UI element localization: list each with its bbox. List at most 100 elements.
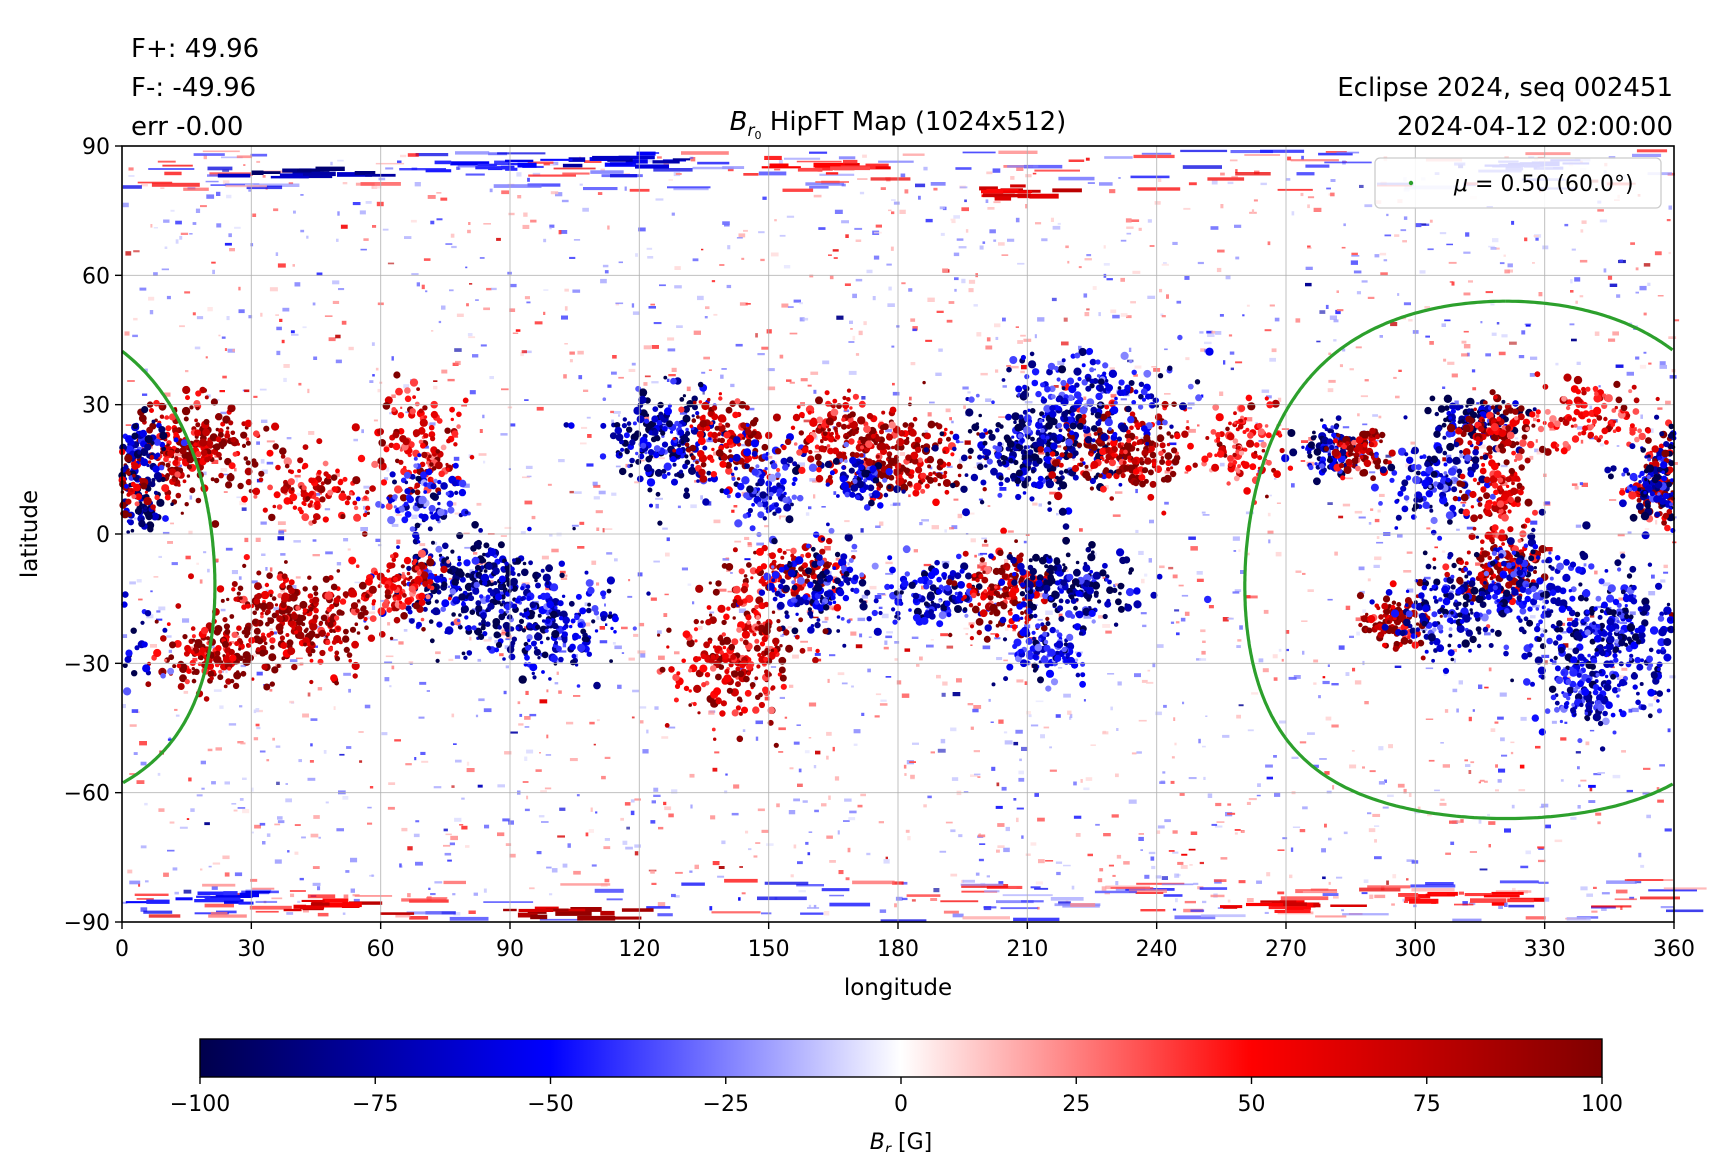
field-speck <box>1668 205 1672 210</box>
active-region-pixel <box>530 604 534 608</box>
field-speck <box>294 474 301 478</box>
polar-feature <box>813 162 845 168</box>
polar-streak <box>943 910 959 914</box>
field-speck <box>573 870 581 875</box>
field-speck <box>475 714 479 718</box>
field-speck <box>250 878 258 882</box>
active-region-pixel <box>253 627 261 635</box>
field-speck <box>967 512 975 515</box>
active-region-pixel <box>329 628 334 633</box>
field-speck <box>1161 876 1168 880</box>
field-speck <box>1237 639 1242 642</box>
active-region-pixel <box>312 585 319 592</box>
field-speck <box>1578 784 1581 788</box>
field-speck <box>885 676 892 678</box>
active-region-pixel <box>428 454 432 459</box>
field-speck <box>1608 338 1616 342</box>
field-speck <box>275 745 281 748</box>
field-speck <box>1322 876 1326 880</box>
active-region-pixel <box>343 628 349 635</box>
field-speck <box>478 453 487 456</box>
active-region-pixel <box>353 513 362 522</box>
active-region-pixel <box>569 624 573 629</box>
active-region-pixel <box>153 490 158 495</box>
field-speck <box>995 805 1003 809</box>
polar-feature <box>1274 909 1311 913</box>
field-speck <box>1024 681 1028 685</box>
field-speck <box>762 196 767 200</box>
field-speck <box>668 726 676 729</box>
field-speck <box>1075 833 1081 837</box>
field-speck <box>1300 460 1306 462</box>
polar-streak <box>1425 882 1454 885</box>
active-region-pixel <box>328 646 333 652</box>
field-speck <box>1190 831 1198 835</box>
active-region-pixel <box>482 552 486 557</box>
field-speck <box>133 317 138 321</box>
field-speck <box>515 329 521 332</box>
field-speck <box>755 720 763 725</box>
active-region-pixel <box>406 565 412 572</box>
field-speck <box>689 156 694 159</box>
field-speck <box>403 384 410 389</box>
field-speck <box>1261 389 1270 393</box>
field-speck <box>992 168 1001 173</box>
active-region-pixel <box>471 625 477 631</box>
polar-feature <box>1246 902 1284 907</box>
active-region-pixel <box>371 460 379 468</box>
field-speck <box>332 300 340 304</box>
field-speck <box>1291 211 1295 216</box>
field-speck <box>658 826 664 830</box>
field-speck <box>855 239 862 242</box>
field-speck <box>1463 330 1469 333</box>
field-speck <box>1002 442 1005 447</box>
field-speck <box>504 645 509 650</box>
field-speck <box>1061 341 1069 346</box>
field-speck <box>1120 239 1127 242</box>
field-speck <box>1358 566 1365 571</box>
active-region-pixel <box>464 510 469 515</box>
field-speck <box>1336 290 1339 293</box>
field-speck <box>453 743 457 745</box>
field-speck <box>901 897 908 901</box>
field-speck <box>475 299 479 301</box>
active-region-pixel <box>418 408 424 414</box>
field-speck <box>1028 714 1032 718</box>
polar-feature <box>830 166 870 171</box>
field-speck <box>510 283 517 288</box>
field-speck <box>557 835 565 838</box>
field-speck <box>1359 590 1365 594</box>
field-speck <box>940 738 946 744</box>
field-speck <box>637 572 643 577</box>
active-region-pixel <box>274 603 279 607</box>
active-region-pixel <box>232 682 240 690</box>
field-speck <box>1451 281 1455 286</box>
field-speck <box>520 531 526 535</box>
field-speck <box>127 380 135 382</box>
field-speck <box>1015 578 1021 581</box>
field-speck <box>938 348 943 352</box>
field-speck <box>1392 874 1397 879</box>
field-speck <box>813 494 816 499</box>
polar-feature <box>817 165 833 171</box>
active-region-pixel <box>164 494 171 501</box>
active-region-pixel <box>160 669 165 674</box>
polar-streak <box>560 883 611 886</box>
field-speck <box>1439 802 1447 806</box>
field-speck <box>240 742 246 745</box>
active-region-pixel <box>551 622 559 630</box>
active-region-pixel <box>312 519 317 525</box>
active-region-pixel <box>622 417 627 422</box>
field-speck <box>1172 830 1178 834</box>
field-speck <box>290 893 295 898</box>
active-region-pixel <box>351 661 360 671</box>
field-speck <box>1057 222 1061 225</box>
active-region-pixel <box>409 473 416 480</box>
active-region-pixel <box>260 611 264 616</box>
field-speck <box>340 224 348 229</box>
field-speck <box>1276 502 1281 504</box>
field-speck <box>1575 751 1581 754</box>
field-speck <box>562 863 568 868</box>
polar-streak <box>1525 152 1571 156</box>
field-speck <box>323 750 327 754</box>
